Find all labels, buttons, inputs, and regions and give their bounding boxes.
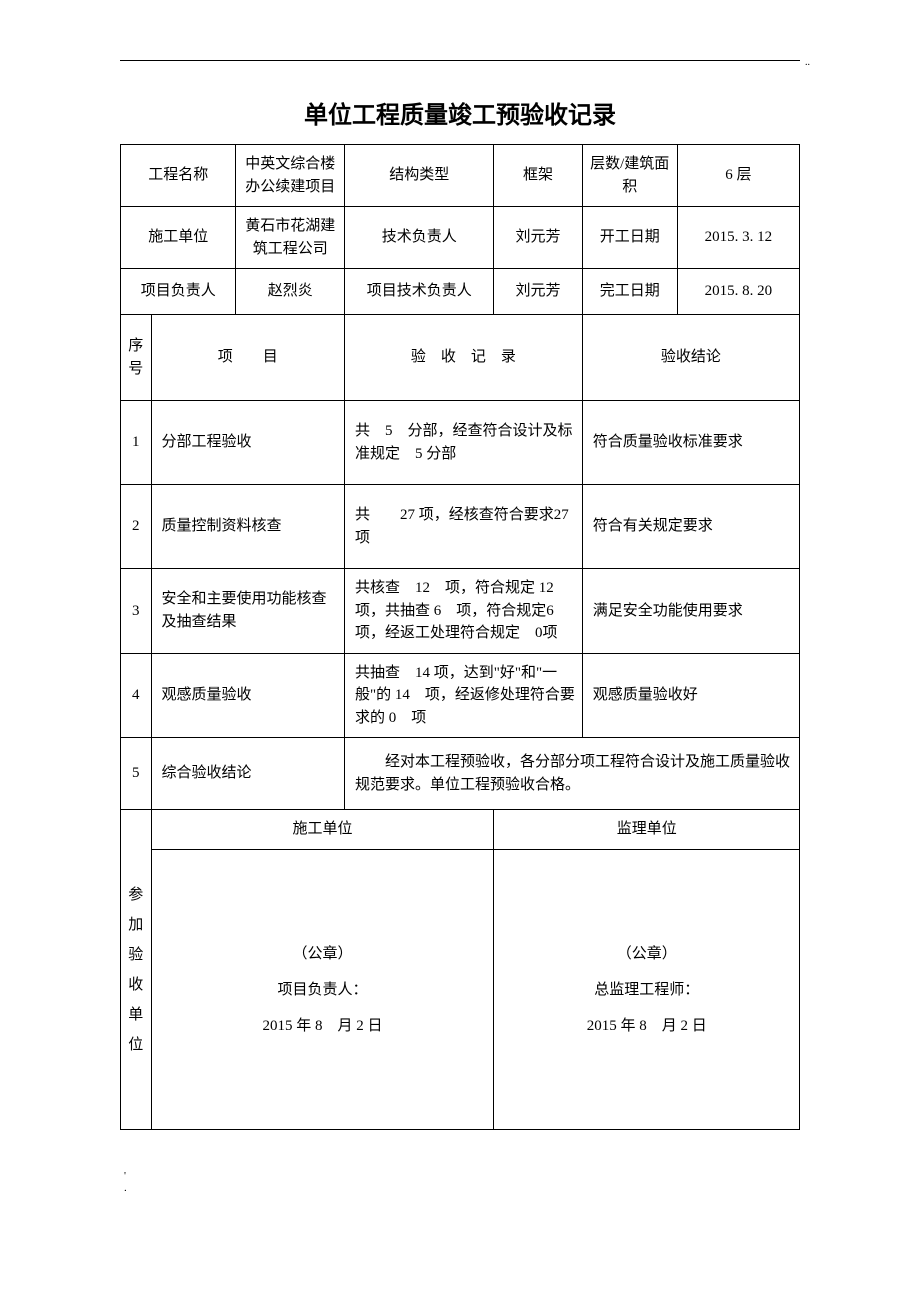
table-row: 4 观感质量验收 共抽查 14 项，达到"好"和"一般"的 14 项，经返修处理… [121, 653, 800, 738]
record-cell: 共抽查 14 项，达到"好"和"一般"的 14 项，经返修处理符合要求的 0 项 [345, 653, 583, 738]
record-cell: 共 5 分部，经查符合设计及标准规定 5 分部 [345, 401, 583, 485]
tech-lead-label: 技术负责人 [345, 207, 494, 269]
seq-cell: 4 [121, 653, 152, 738]
seq-cell: 1 [121, 401, 152, 485]
sign-right-body: （公章） 总监理工程师： 2015 年 8 月 2 日 [494, 850, 800, 1130]
sign-left-head: 施工单位 [151, 810, 494, 850]
floors-label: 层数/建筑面积 [582, 145, 677, 207]
sign-right-head: 监理单位 [494, 810, 800, 850]
column-head-row: 序号 项 目 验 收 记 录 验收结论 [121, 315, 800, 401]
sign-body-row: （公章） 项目负责人： 2015 年 8 月 2 日 （公章） 总监理工程师： … [121, 850, 800, 1130]
record-cell: 共 27 项，经核查符合要求27 项 [345, 485, 583, 569]
floors: 6 层 [677, 145, 799, 207]
project-name-label: 工程名称 [121, 145, 236, 207]
footer-marks: ' . [120, 1170, 800, 1194]
col-seq: 序号 [121, 315, 152, 401]
item-cell: 质量控制资料核查 [151, 485, 345, 569]
sign-head-row: 参加验收单位 施工单位 监理单位 [121, 810, 800, 850]
item-cell: 观感质量验收 [151, 653, 345, 738]
footer-mark-2: . [124, 1182, 127, 1194]
start-date: 2015. 3. 12 [677, 207, 799, 269]
table-row: 3 安全和主要使用功能核查及抽查结果 共核查 12 项，符合规定 12项，共抽查… [121, 569, 800, 654]
sign-left-body: （公章） 项目负责人： 2015 年 8 月 2 日 [151, 850, 494, 1130]
struct-type: 框架 [494, 145, 582, 207]
sign-side-label: 参加验收单位 [121, 810, 152, 1130]
pm: 赵烈炎 [236, 269, 345, 315]
footer-mark-1: ' [124, 1170, 126, 1182]
tech-lead: 刘元芳 [494, 207, 582, 269]
pm-label: 项目负责人 [121, 269, 236, 315]
seal-left: （公章） [158, 936, 488, 972]
contractor: 黄石市花湖建筑工程公司 [236, 207, 345, 269]
role-left: 项目负责人： [158, 972, 488, 1008]
date-right: 2015 年 8 月 2 日 [500, 1008, 793, 1044]
proj-tech-lead: 刘元芳 [494, 269, 582, 315]
page: .. 单位工程质量竣工预验收记录 工程名称 中英文综合楼办公续建项目 结构类型 … [0, 0, 920, 1234]
record-full-cell: 经对本工程预验收，各分部分项工程符合设计及施工质量验收规范要求。单位工程预验收合… [345, 738, 800, 810]
seq-cell: 2 [121, 485, 152, 569]
date-left: 2015 年 8 月 2 日 [158, 1008, 488, 1044]
end-date-label: 完工日期 [582, 269, 677, 315]
corner-dots-icon: .. [805, 57, 810, 68]
conclusion-cell: 符合质量验收标准要求 [582, 401, 799, 485]
meta-row-1: 工程名称 中英文综合楼办公续建项目 结构类型 框架 层数/建筑面积 6 层 [121, 145, 800, 207]
main-table: 工程名称 中英文综合楼办公续建项目 结构类型 框架 层数/建筑面积 6 层 施工… [120, 144, 800, 1130]
table-row: 2 质量控制资料核查 共 27 项，经核查符合要求27 项 符合有关规定要求 [121, 485, 800, 569]
proj-tech-lead-label: 项目技术负责人 [345, 269, 494, 315]
project-name: 中英文综合楼办公续建项目 [236, 145, 345, 207]
seq-cell: 3 [121, 569, 152, 654]
sign-side-text: 参加验收单位 [127, 880, 145, 1060]
table-row: 5 综合验收结论 经对本工程预验收，各分部分项工程符合设计及施工质量验收规范要求… [121, 738, 800, 810]
record-cell: 共核查 12 项，符合规定 12项，共抽查 6 项，符合规定6 项，经返工处理符… [345, 569, 583, 654]
top-rule: .. [120, 60, 800, 61]
conclusion-cell: 满足安全功能使用要求 [582, 569, 799, 654]
item-cell: 分部工程验收 [151, 401, 345, 485]
role-right: 总监理工程师： [500, 972, 793, 1008]
item-cell: 安全和主要使用功能核查及抽查结果 [151, 569, 345, 654]
page-title: 单位工程质量竣工预验收记录 [120, 95, 800, 130]
meta-row-2: 施工单位 黄石市花湖建筑工程公司 技术负责人 刘元芳 开工日期 2015. 3.… [121, 207, 800, 269]
conclusion-cell: 观感质量验收好 [582, 653, 799, 738]
col-item: 项 目 [151, 315, 345, 401]
col-record: 验 收 记 录 [345, 315, 583, 401]
table-row: 1 分部工程验收 共 5 分部，经查符合设计及标准规定 5 分部 符合质量验收标… [121, 401, 800, 485]
meta-row-3: 项目负责人 赵烈炎 项目技术负责人 刘元芳 完工日期 2015. 8. 20 [121, 269, 800, 315]
end-date: 2015. 8. 20 [677, 269, 799, 315]
struct-type-label: 结构类型 [345, 145, 494, 207]
item-cell: 综合验收结论 [151, 738, 345, 810]
contractor-label: 施工单位 [121, 207, 236, 269]
col-conclusion: 验收结论 [582, 315, 799, 401]
seal-right: （公章） [500, 936, 793, 972]
seq-cell: 5 [121, 738, 152, 810]
start-date-label: 开工日期 [582, 207, 677, 269]
conclusion-cell: 符合有关规定要求 [582, 485, 799, 569]
